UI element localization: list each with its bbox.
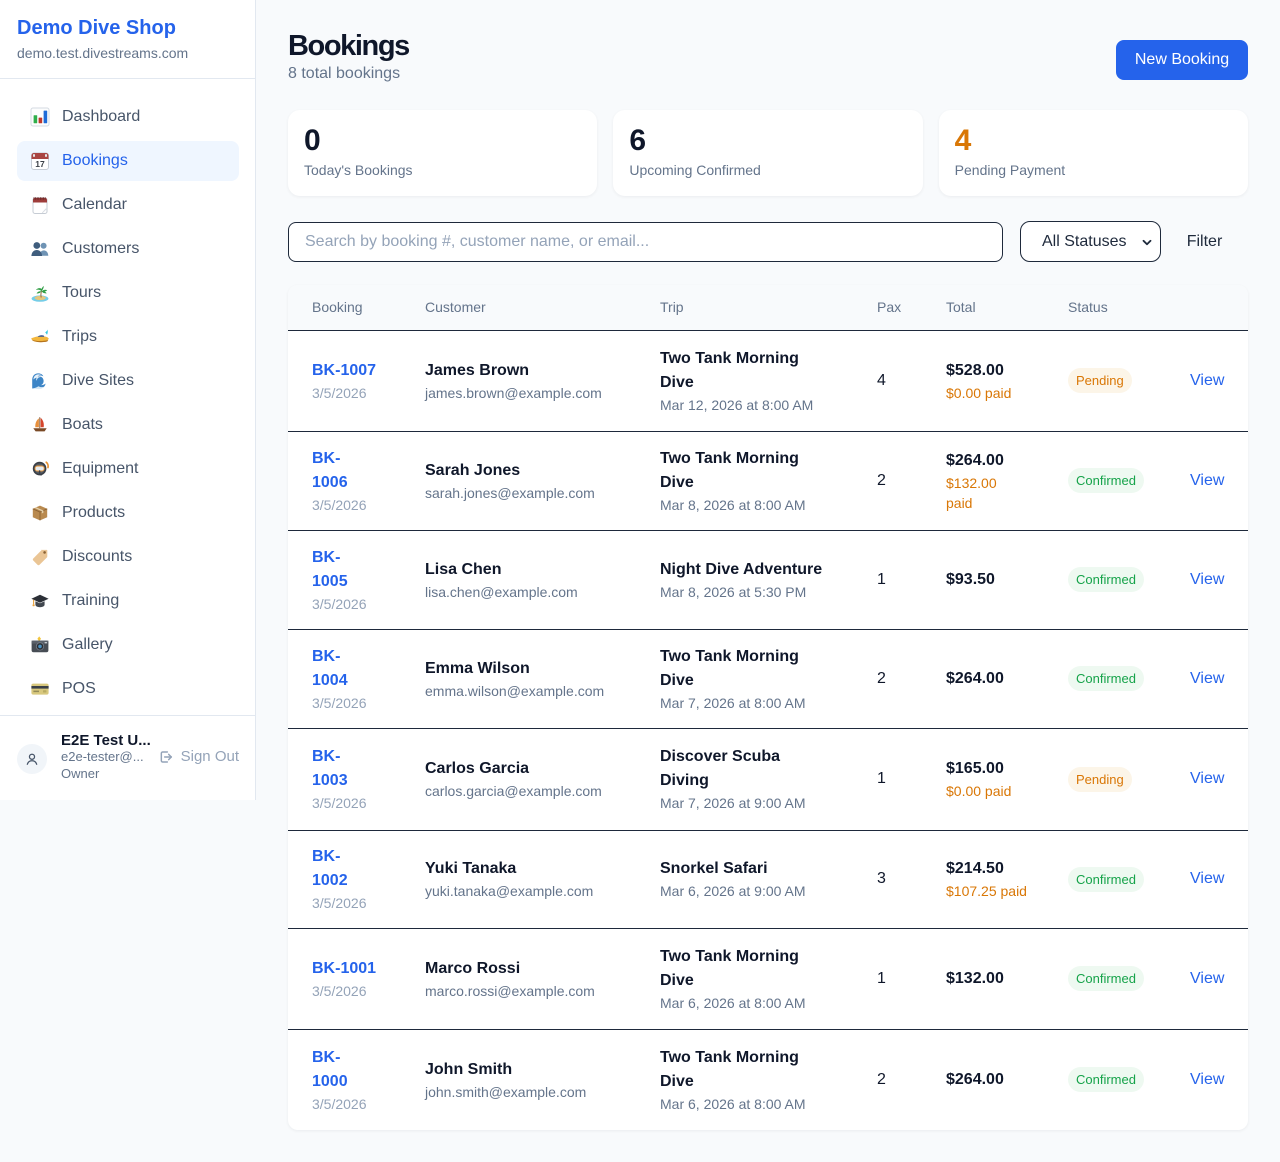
svg-text:17: 17 bbox=[35, 159, 45, 169]
